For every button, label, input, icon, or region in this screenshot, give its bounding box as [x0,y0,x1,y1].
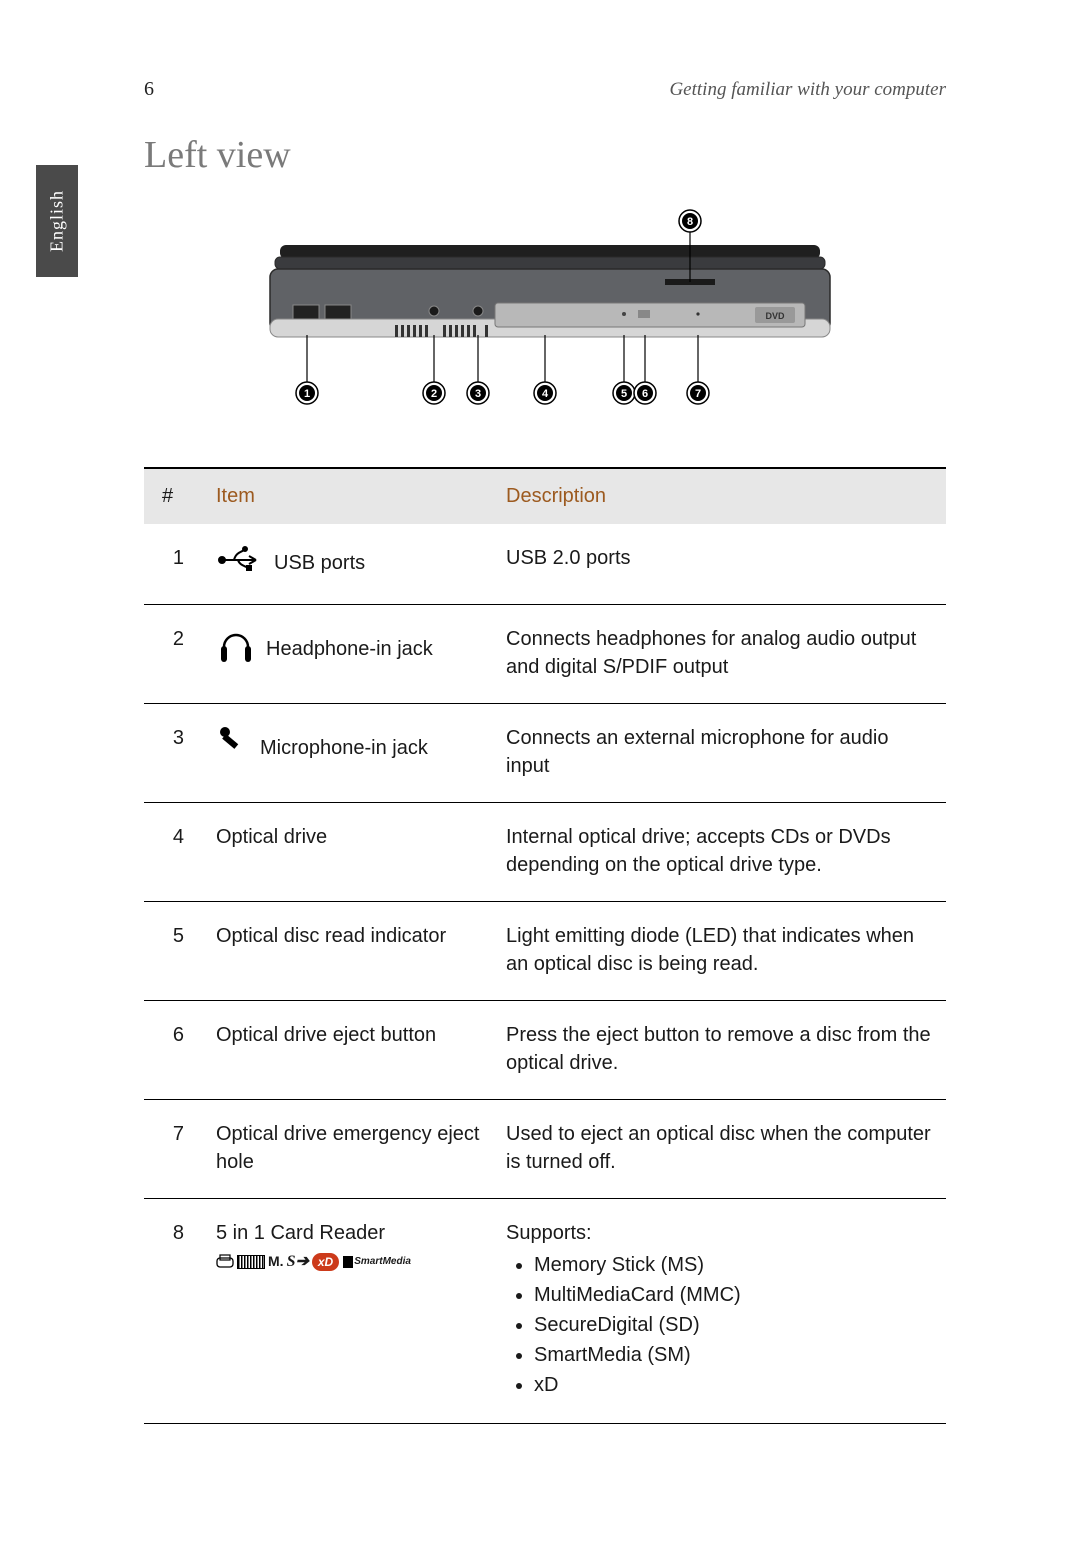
table-row: 4Optical driveInternal optical drive; ac… [144,803,946,902]
table-row: 3 Microphone-in jack Connects an external … [144,704,946,803]
row-description: Connects an external microphone for audi… [496,704,946,803]
mic-icon [216,724,250,772]
table-row: 7Optical drive emergency eject holeUsed … [144,1100,946,1199]
svg-text:DVD: DVD [765,311,785,321]
row-number: 7 [144,1100,206,1199]
laptop-left-view-diagram: DVD 1 2 3 4 5 6 7 8 [144,207,946,417]
list-item: SecureDigital (SD) [534,1311,936,1339]
item-label: 5 in 1 Card Reader [216,1219,486,1247]
page-header-right: Getting familiar with your computer [669,79,946,101]
row-description: Light emitting diode (LED) that indicate… [496,902,946,1001]
item-label: Headphone-in jack [266,635,433,663]
list-item: Memory Stick (MS) [534,1251,936,1279]
row-item: Headphone-in jack [206,605,496,704]
row-number: 1 [144,524,206,605]
list-item: xD [534,1371,936,1399]
table-row: 6Optical drive eject buttonPress the eje… [144,1001,946,1100]
row-number: 4 [144,803,206,902]
row-item: 5 in 1 Card Reader M.S➔xDSmartMedia [206,1199,496,1424]
row-item: Microphone-in jack [206,704,496,803]
row-description: Used to eject an optical disc when the c… [496,1100,946,1199]
svg-text:6: 6 [642,388,648,400]
svg-text:8: 8 [687,216,693,228]
row-item: Optical drive eject button [206,1001,496,1100]
language-tab: English [36,165,78,277]
row-item: Optical drive [206,803,496,902]
table-header-row: # Item Description [144,468,946,524]
row-number: 6 [144,1001,206,1100]
row-number: 8 [144,1199,206,1424]
page-number: 6 [144,78,154,101]
row-item: Optical drive emergency eject hole [206,1100,496,1199]
table-row: 5Optical disc read indicatorLight emitti… [144,902,946,1001]
table-row: 1 USB ports USB 2.0 ports [144,524,946,605]
svg-text:7: 7 [695,388,701,400]
row-description: Connects headphones for analog audio out… [496,605,946,704]
list-item: MultiMediaCard (MMC) [534,1281,936,1309]
svg-text:1: 1 [304,388,310,400]
row-description: USB 2.0 ports [496,524,946,605]
table-row: 8 5 in 1 Card Reader M.S➔xDSmartMedia Suppo… [144,1199,946,1424]
headphone-icon [216,625,256,673]
section-title: Left view [144,133,946,177]
svg-text:5: 5 [621,388,627,400]
svg-text:3: 3 [475,388,481,400]
usb-icon [216,544,264,582]
card-reader-icons: M.S➔xDSmartMedia [216,1253,486,1271]
svg-text:4: 4 [542,388,549,400]
row-number: 3 [144,704,206,803]
ports-table: # Item Description 1 USB ports USB 2.0 por… [144,467,946,1424]
item-label: Microphone-in jack [260,734,428,762]
col-header-item: Item [206,468,496,524]
row-item: Optical disc read indicator [206,902,496,1001]
row-description: Press the eject button to remove a disc … [496,1001,946,1100]
item-label: USB ports [274,549,365,577]
svg-text:2: 2 [431,388,437,400]
row-description: Supports:Memory Stick (MS)MultiMediaCard… [496,1199,946,1424]
list-item: SmartMedia (SM) [534,1341,936,1369]
col-header-num: # [144,468,206,524]
col-header-desc: Description [496,468,946,524]
supports-list: Memory Stick (MS)MultiMediaCard (MMC)Sec… [506,1251,936,1399]
row-item: USB ports [206,524,496,605]
table-row: 2 Headphone-in jack Connects headphones fo… [144,605,946,704]
row-description: Internal optical drive; accepts CDs or D… [496,803,946,902]
row-number: 2 [144,605,206,704]
row-number: 5 [144,902,206,1001]
